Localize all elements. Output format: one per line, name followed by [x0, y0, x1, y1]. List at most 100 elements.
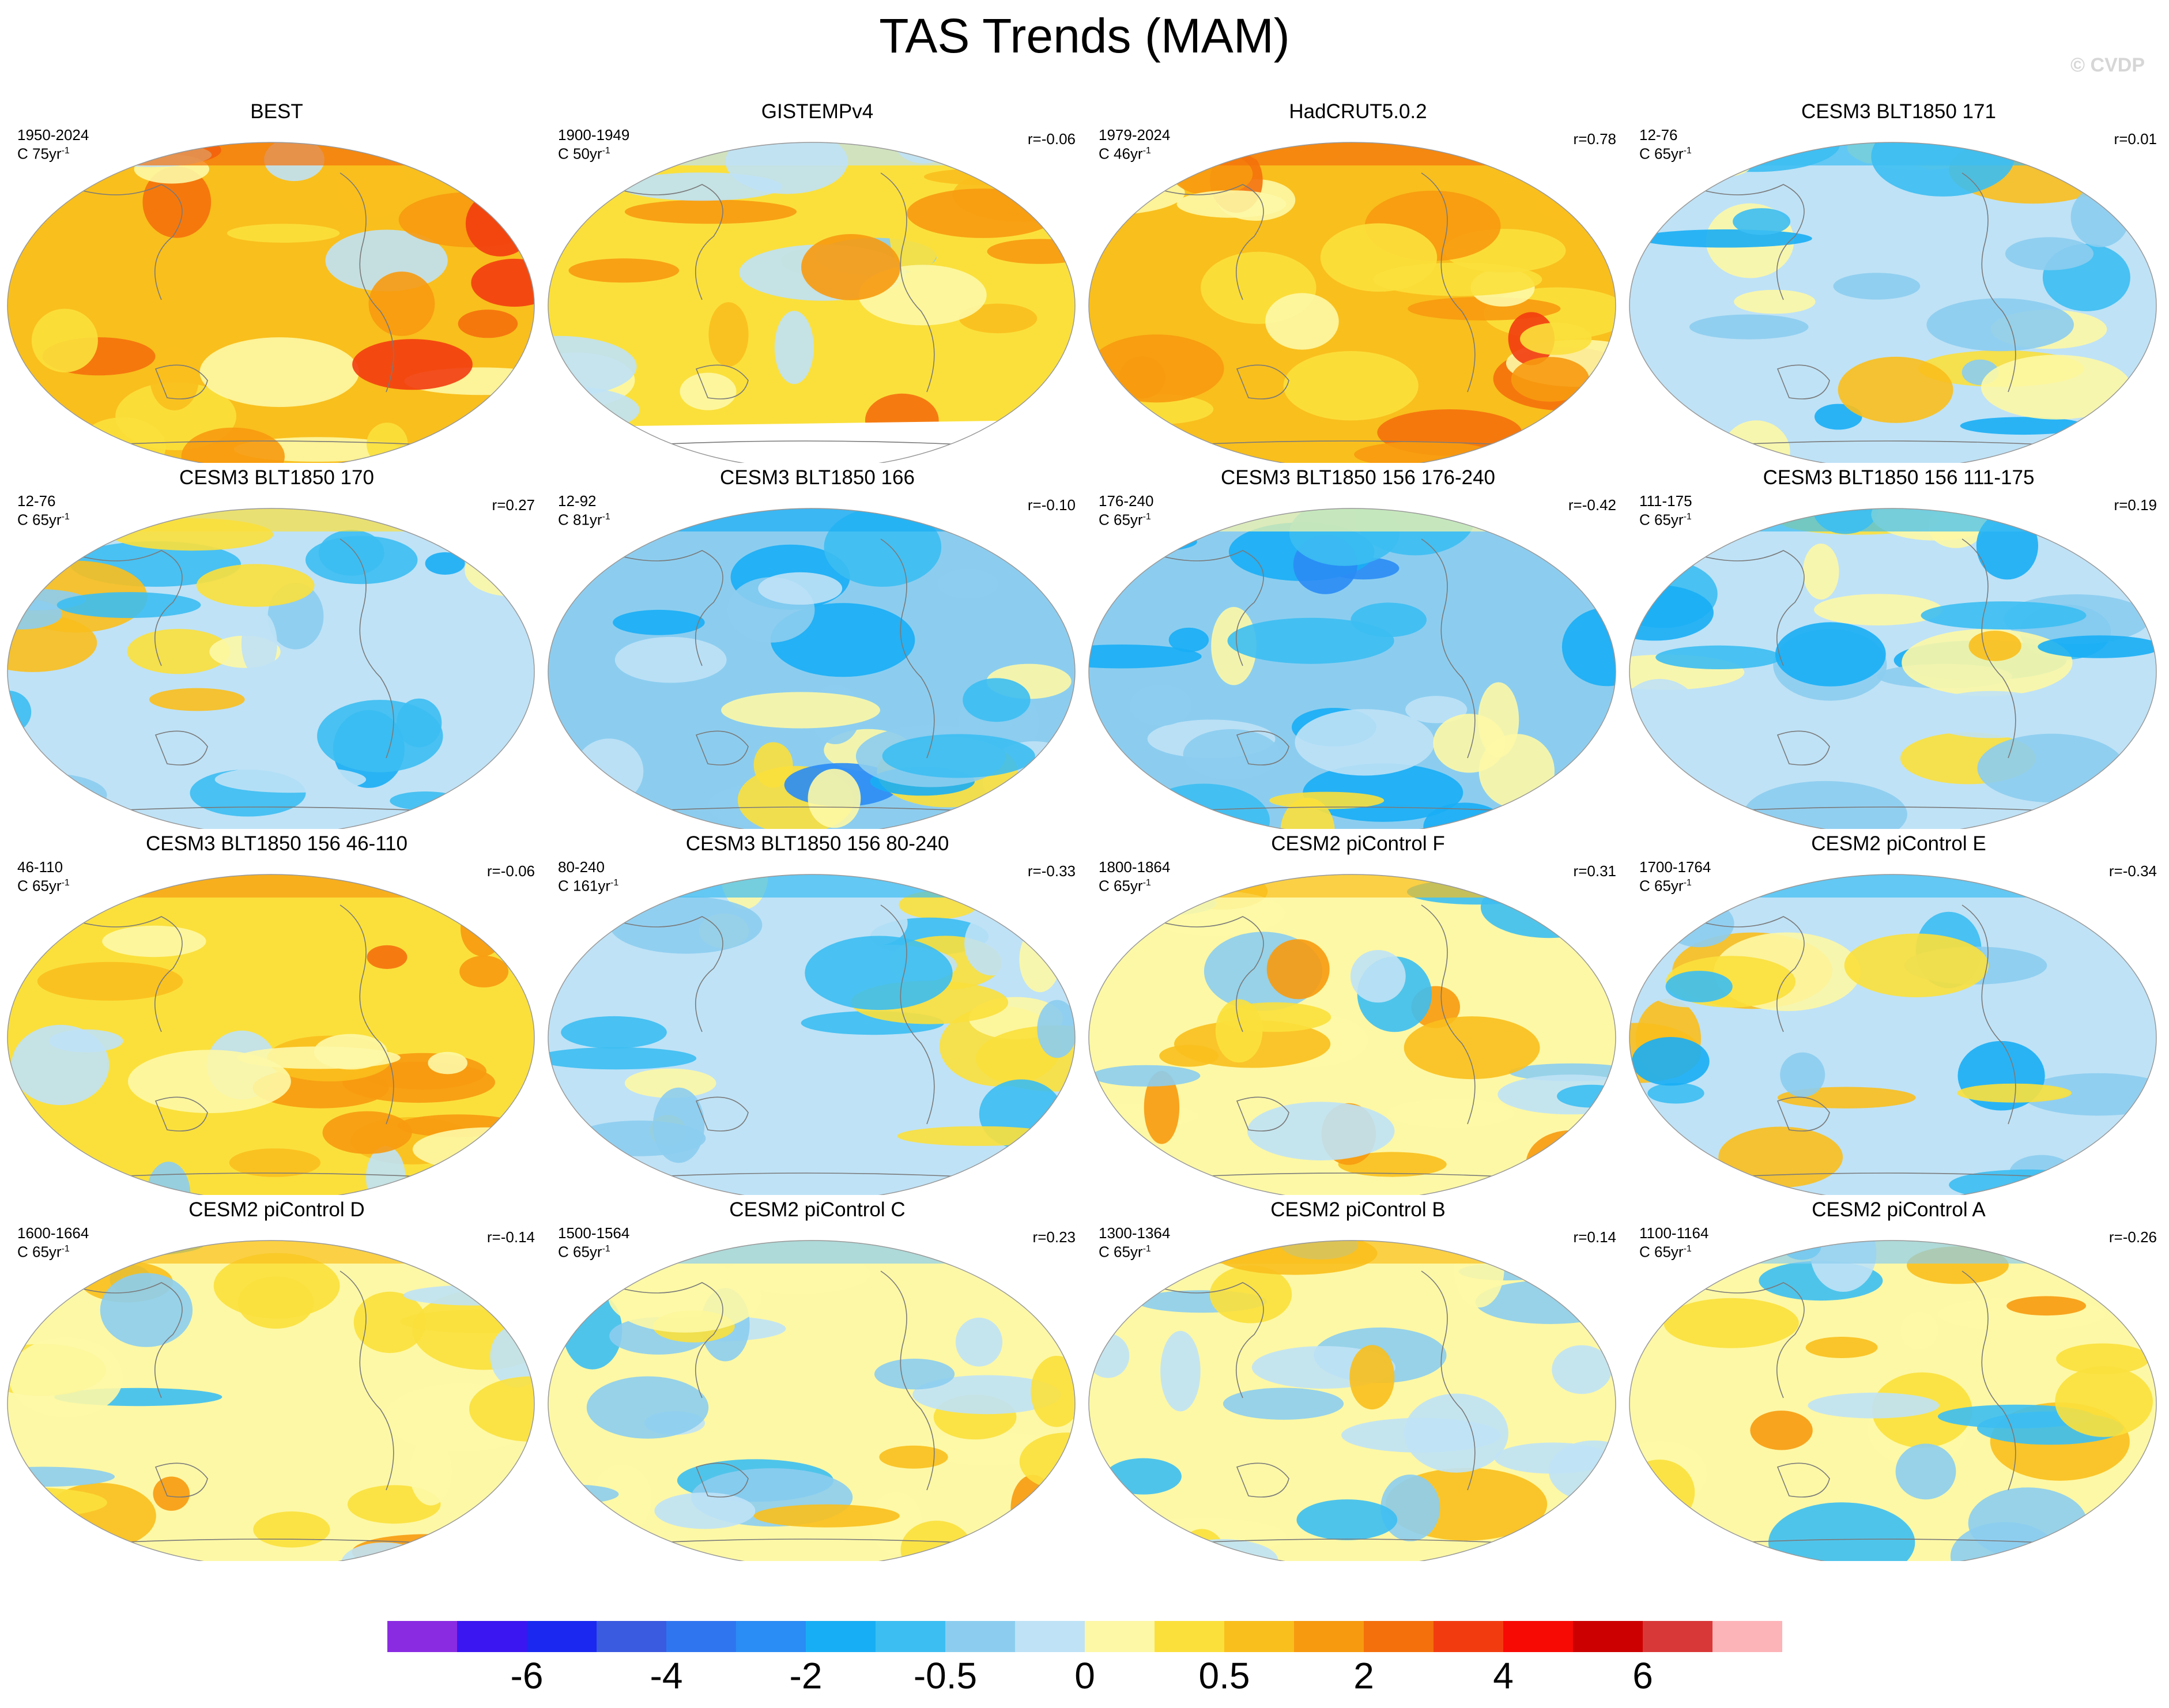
trend-anomaly-region — [56, 592, 201, 619]
coastline — [1650, 538, 2136, 816]
trend-anomaly-region — [2005, 237, 2094, 270]
trend-anomaly-region — [1655, 645, 1782, 669]
map-border — [548, 874, 1076, 1195]
trend-anomaly-region — [1921, 601, 2087, 629]
coastline — [569, 172, 1054, 450]
map-panel: CESM3 BLT1850 156 111-175 111-175 C 65yr-1… — [1628, 463, 2169, 829]
panel-period: 1900-1949 C 50yr-1 — [558, 127, 629, 162]
pattern-correlation: r=0.23 — [1032, 1228, 1076, 1246]
period-units: C 65yr-1 — [1099, 509, 1153, 528]
trend-anomaly-region — [1557, 1084, 1616, 1108]
trend-anomaly-region — [455, 1002, 534, 1063]
trend-anomaly-region — [1552, 1345, 1612, 1394]
trend-anomaly-region — [1511, 357, 1590, 402]
trend-anomaly-region — [1320, 223, 1438, 292]
coastline — [569, 538, 1054, 816]
arctic-band — [1629, 508, 2156, 531]
colorbar-swatch — [1294, 1621, 1364, 1652]
trend-anomaly-region — [7, 1466, 115, 1487]
period-years: 111-175 — [1639, 492, 1692, 510]
panel-period: 1600-1664 C 65yr-1 — [17, 1225, 89, 1260]
map-background-field — [7, 142, 534, 463]
panel-title: CESM2 piControl B — [1270, 1198, 1446, 1221]
units-text: C 75yr — [17, 145, 62, 163]
trend-anomaly-region — [1561, 607, 1616, 687]
panel-period: 46-110 C 65yr-1 — [17, 859, 70, 894]
period-years: 1500-1564 — [558, 1224, 630, 1242]
robinson-map — [7, 508, 535, 829]
trend-anomaly-region — [409, 1438, 452, 1506]
pattern-correlation: r=0.31 — [1573, 862, 1616, 880]
trend-anomaly-region — [199, 337, 359, 408]
period-units: C 65yr-1 — [558, 1241, 629, 1260]
trend-anomaly-region — [1629, 1520, 1696, 1539]
map-panel: CESM3 BLT1850 170 12-76 C 65yr-1 r=0.27 — [6, 463, 548, 829]
trend-anomaly-region — [102, 925, 206, 957]
colorbar-swatch — [597, 1621, 666, 1652]
panel-period: 111-175 C 65yr-1 — [1639, 493, 1692, 528]
units-exponent: -1 — [602, 512, 610, 522]
period-years: 12-92 — [558, 492, 597, 510]
trend-anomaly-region — [1937, 1404, 2094, 1428]
trend-anomaly-region — [415, 438, 534, 463]
trend-anomaly-region — [575, 1163, 614, 1195]
panel-title: CESM3 BLT1850 156 111-175 — [1763, 466, 2035, 489]
trend-anomaly-region — [425, 552, 465, 575]
trend-anomaly-region — [127, 629, 231, 674]
map-border — [548, 508, 1076, 829]
coastline — [1650, 1270, 2136, 1548]
trend-anomaly-region — [1920, 691, 2062, 738]
units-exponent: -1 — [610, 878, 619, 888]
map-border — [1629, 508, 2157, 829]
trend-anomaly-region — [608, 1261, 762, 1333]
coastline — [1110, 1270, 1595, 1548]
watermark: © CVDP — [2070, 54, 2145, 76]
trend-anomaly-region — [1119, 356, 1165, 399]
trend-anomaly-region — [1629, 585, 1714, 641]
colorbar-swatch — [387, 1621, 457, 1652]
panel-title: CESM3 BLT1850 166 — [720, 466, 915, 489]
trend-anomaly-region — [1144, 1070, 1180, 1144]
panel-title: CESM2 piControl E — [1811, 832, 1986, 855]
panel-period: 1500-1564 C 65yr-1 — [558, 1225, 629, 1260]
trend-anomaly-region — [1957, 1083, 2072, 1103]
units-text: C 65yr — [1099, 1243, 1143, 1261]
trend-anomaly-region — [1265, 293, 1339, 350]
trend-anomaly-region — [237, 1276, 314, 1329]
period-units: C 65yr-1 — [1099, 875, 1170, 894]
units-text: C 65yr — [17, 1243, 62, 1261]
trend-anomaly-region — [1454, 1241, 1504, 1308]
period-years: 176-240 — [1099, 492, 1154, 510]
trend-anomaly-region — [368, 272, 435, 336]
colorbar-swatch — [1364, 1621, 1434, 1652]
trend-anomaly-region — [1089, 644, 1202, 669]
trend-anomaly-region — [841, 900, 908, 946]
trend-anomaly-region — [1768, 1502, 1915, 1561]
colorbar-swatch — [1503, 1621, 1573, 1652]
trend-anomaly-region — [1433, 714, 1506, 773]
trend-anomaly-region — [753, 1504, 900, 1528]
coastline — [28, 538, 514, 816]
units-exponent: -1 — [61, 512, 70, 522]
trend-anomaly-region — [1744, 781, 1907, 829]
trend-anomaly-region — [1960, 417, 2085, 435]
units-exponent: -1 — [602, 1244, 610, 1254]
trend-anomaly-region — [1280, 797, 1335, 829]
panel-title: BEST — [250, 100, 303, 123]
trend-anomaly-region — [154, 1133, 237, 1155]
trend-anomaly-region — [976, 1025, 1075, 1092]
arctic-band — [1629, 142, 2156, 165]
trend-anomaly-region — [624, 199, 797, 224]
trend-anomaly-region — [2098, 433, 2133, 463]
trend-anomaly-region — [31, 308, 98, 372]
period-units: C 161yr-1 — [558, 875, 618, 894]
trend-anomaly-region — [597, 508, 698, 527]
trend-anomaly-region — [1380, 1475, 1440, 1541]
trend-anomaly-region — [1733, 208, 1791, 235]
pattern-correlation: r=-0.33 — [1027, 862, 1076, 880]
units-exponent: -1 — [1142, 146, 1151, 156]
trend-anomaly-region — [1037, 1000, 1075, 1058]
robinson-map — [548, 1240, 1076, 1561]
coastline — [1650, 904, 2136, 1182]
colorbar-swatch — [806, 1621, 876, 1652]
